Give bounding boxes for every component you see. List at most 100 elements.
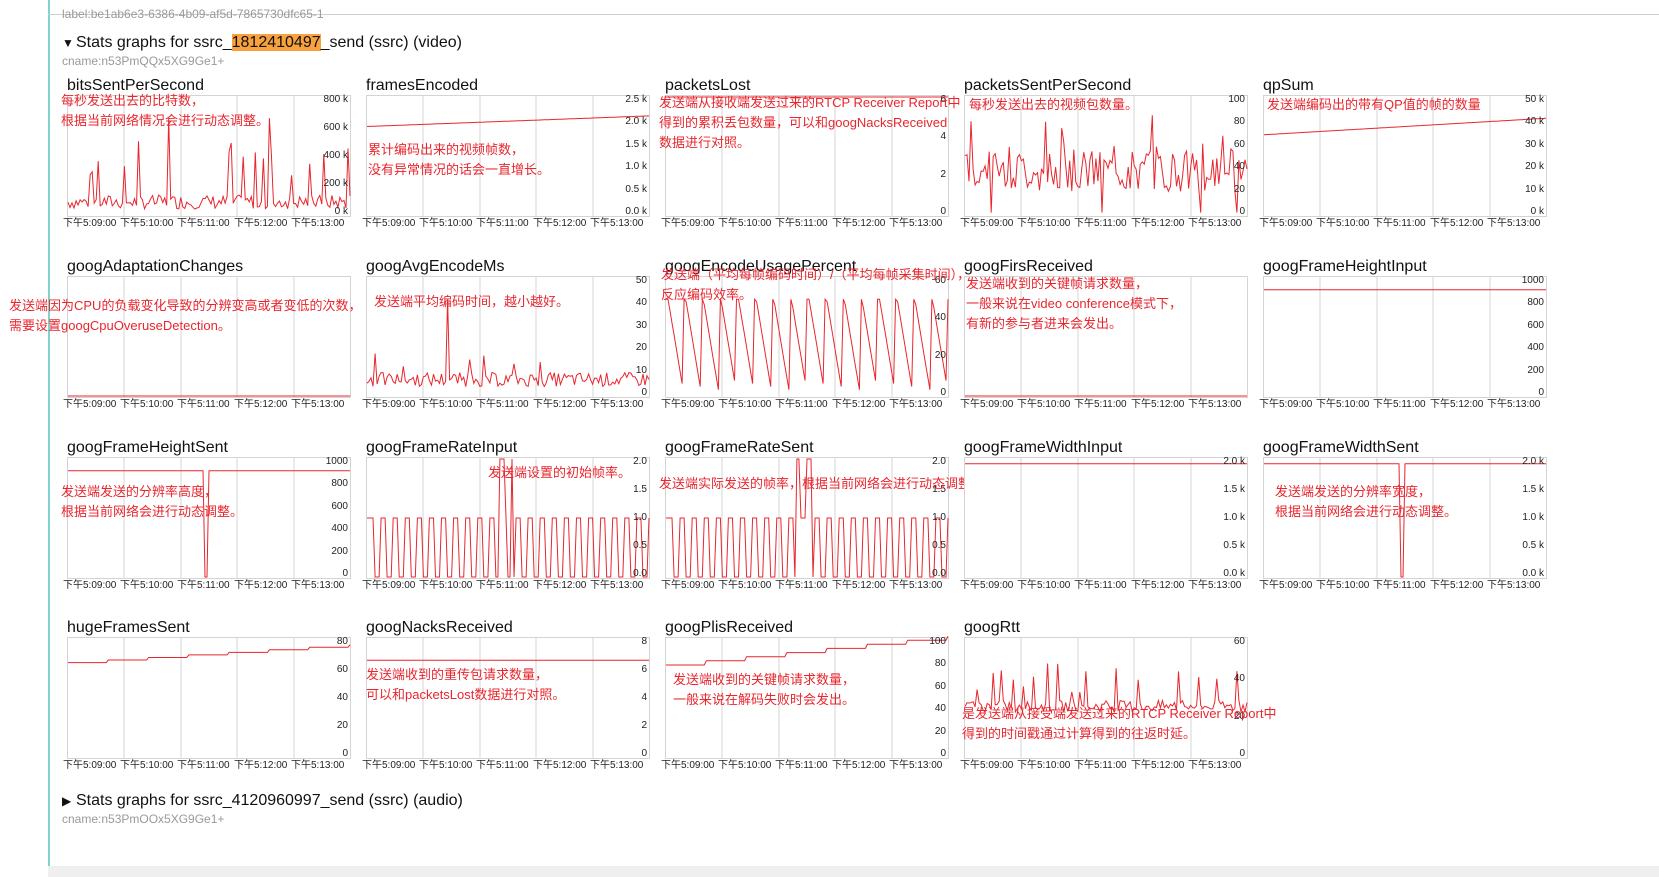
graph-svg [68,277,350,397]
series-line [964,663,1248,714]
graph-plot-area[interactable]: 8 6 4 2 0 [366,637,650,759]
collapsed-triangle-icon[interactable]: ▶ [62,794,72,808]
x-tick-label: 下午5:10:00 [1316,580,1370,591]
x-tick-label: 下午5:09:00 [63,399,117,410]
annotation-note: 发送端发送的分辨率高度， 根据当前网络会进行动态调整。 [61,482,243,522]
y-tick-label: 0 k [334,206,348,217]
graph-plot-area[interactable]: 60 40 20 0 [665,276,949,398]
graph-plot-area[interactable]: 100 80 60 40 20 0 [964,95,1248,217]
x-tick-label: 下午5:12:00 [234,760,288,771]
x-tick-label: 下午5:10:00 [419,399,473,410]
x-tick-label: 下午5:11:00 [775,760,828,771]
annotation-line: 反应编码效率。 [661,287,753,302]
x-tick-label: 下午5:09:00 [661,760,715,771]
graph-title: googFirsReceived [964,258,1093,275]
graph-svg [1263,96,1547,216]
y-tick-label: 400 [331,523,348,535]
y-tick-label: 60 [934,680,946,692]
y-tick-label: 800 [1527,297,1544,309]
audio-section-header[interactable]: ▶ Stats graphs for ssrc_4120960997_send (… [62,792,463,810]
x-tick-label: 下午5:10:00 [718,760,772,771]
graph-plot-area[interactable]: 2.0 1.5 1.0 0.5 0.0 [366,457,650,579]
graph-plot-area[interactable]: 60 40 20 0 [964,637,1248,759]
graph-plot-area[interactable]: 50 40 30 20 10 0 [366,276,650,398]
graph-title: packetsSentPerSecond [964,77,1132,94]
x-tick-label: 下午5:11:00 [1074,580,1127,591]
y-tick-label: 0.5 [633,540,647,551]
x-tick-label: 下午5:13:00 [291,760,345,771]
y-tick-label: 0.5 k [1522,540,1544,551]
series-line [68,644,351,664]
x-tick-label: 下午5:10:00 [120,399,174,410]
video-section-header[interactable]: ▼ Stats graphs for ssrc_1812410497_send (… [62,34,462,52]
graph-plot-area[interactable]: 100 80 60 40 20 0 [665,635,949,759]
annotation-note: 每秒发送出去的视频包数量。 [969,95,1138,115]
y-tick-label: 2.0 k [1522,456,1544,467]
y-tick-label: 40 [1233,161,1245,173]
y-tick-label: 1.5 k [1223,484,1245,495]
graph-plot-area[interactable]: 2.0 k 1.5 k 1.0 k 0.5 k 0.0 k [1263,457,1547,579]
y-tick-label: 1000 [1521,275,1544,286]
x-tick-label: 下午5:10:00 [120,760,174,771]
x-tick-label: 下午5:10:00 [1017,218,1071,229]
y-tick-label: 1.0 k [625,161,647,173]
x-tick-label: 下午5:09:00 [661,218,715,229]
y-tick-label: 40 [934,703,946,715]
y-tick-label: 0 [1239,748,1245,759]
series-line [1264,463,1546,578]
graph-plot-area[interactable]: 2.5 k 2.0 k 1.5 k 1.0 k 0.5 k 0.0 k [366,95,650,217]
x-tick-label: 下午5:12:00 [533,218,587,229]
graph-svg [366,96,650,216]
graph-plot-area[interactable]: 6 4 2 0 [665,95,949,217]
x-tick-label: 下午5:12:00 [1131,580,1185,591]
y-tick-label: 0.0 [633,568,647,579]
x-tick-label: 下午5:13:00 [1188,218,1242,229]
y-tick-label: 0 [342,568,348,579]
graph-plot-area[interactable]: 50 k 40 k 30 k 20 k 10 k 0 k [1263,95,1547,217]
annotation-line: 一般来说在video conference模式下， [966,296,1183,311]
graph-plot-area[interactable]: 2.0 k 1.5 k 1.0 k 0.5 k 0.0 k [964,457,1248,579]
annotation-line: 发送端收到的关键帧请求数量， [966,276,1149,291]
y-tick-label: 0.0 k [1522,568,1544,579]
y-tick-label: 20 [1233,710,1245,722]
y-tick-label: 0 [940,748,946,759]
x-tick-label: 下午5:09:00 [362,760,416,771]
graph-plot-area[interactable]: 1000 800 600 400 200 0 [1263,276,1547,398]
graph-plot-area[interactable]: 800 k 600 k 400 k 200 k 0 k [67,95,351,217]
x-tick-label: 下午5:11:00 [1373,580,1426,591]
graph-title: qpSum [1263,77,1314,94]
graph-plot-area[interactable] [67,276,351,398]
x-tick-label: 下午5:11:00 [177,760,230,771]
expanded-triangle-icon[interactable]: ▼ [62,36,74,50]
annotation-line: 发送端（平均每帧编码时间）/（平均每帧采集时间）， [661,267,971,282]
annotation-note: 发送端编码出的带有QP值的帧的数量 [1267,95,1481,115]
x-tick-label: 下午5:10:00 [1017,760,1071,771]
annotation-line: 根据当前网络会进行动态调整。 [61,504,244,519]
series-line [666,297,949,390]
graph-svg [964,96,1248,216]
y-tick-label: 8 [641,636,647,647]
x-tick-label: 下午5:10:00 [120,580,174,591]
annotation-line: 发送端因为CPU的负载变化导致的分辨变高或者变低的次数， [9,298,362,313]
y-tick-label: 2 [940,168,946,180]
y-tick-label: 1.5 k [625,138,647,150]
graph-plot-area[interactable]: 80 60 40 20 0 [67,637,351,759]
y-tick-label: 6 [940,94,946,105]
x-tick-label: 下午5:09:00 [960,399,1014,410]
annotation-line: 是发送端从接受端发送过来的RTCP Receiver Report中 [962,706,1277,721]
graph-plot-area[interactable]: 1000 800 600 400 200 0 [67,457,351,579]
x-tick-label: 下午5:12:00 [234,580,288,591]
x-tick-label: 下午5:09:00 [960,760,1014,771]
graph-title: packetsLost [665,77,751,94]
y-tick-label: 2 [641,720,647,731]
y-tick-label: 50 [635,275,647,286]
graph-plot-area[interactable]: 2.0 1.5 1.0 0.5 0.0 [665,457,949,579]
y-tick-label: 20 [1233,183,1245,195]
x-tick-label: 下午5:09:00 [362,580,416,591]
y-tick-label: 10 [635,364,647,376]
series-line [666,458,949,578]
graph-plot-area[interactable] [964,276,1248,398]
x-tick-label: 下午5:12:00 [1131,399,1185,410]
y-tick-label: 400 [1527,342,1544,354]
y-tick-label: 40 [635,297,647,309]
